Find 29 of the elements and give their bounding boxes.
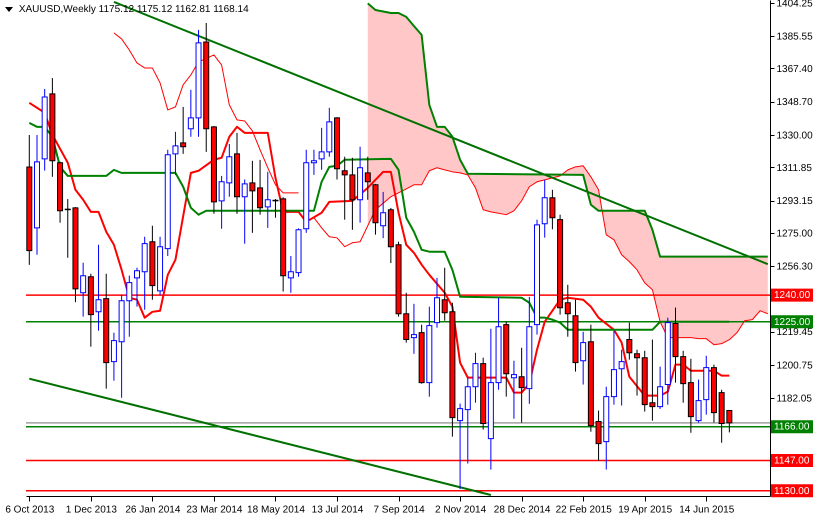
y-tick-label: 1275.00 <box>776 228 814 240</box>
y-tick-label: 1182.05 <box>776 394 812 405</box>
x-tick-label: 7 Sep 2014 <box>373 504 426 516</box>
x-tick-label: 2 Nov 2014 <box>435 504 487 516</box>
x-tick-label: 18 May 2014 <box>247 504 306 516</box>
y-tick-label: 1385.55 <box>776 32 814 43</box>
x-tick-label: 28 Dec 2014 <box>494 504 551 516</box>
chart-title: XAUUSD,Weekly 1175.12 1175.12 1162.81 1168.14 <box>18 4 250 15</box>
x-tick-label: 14 Jun 2015 <box>679 504 735 516</box>
x-tick-label: 22 Feb 2015 <box>556 504 612 516</box>
y-tick-label: 1256.30 <box>776 262 814 273</box>
ref-line-label: 1225.00 <box>774 316 811 328</box>
x-tick-label: 26 Jan 2014 <box>125 504 181 516</box>
ref-line-label: 1240.00 <box>774 290 811 302</box>
x-tick-label: 13 Jul 2014 <box>312 504 364 516</box>
y-tick-label: 1219.45 <box>776 327 814 338</box>
x-tick-label: 19 Apr 2015 <box>618 504 673 516</box>
y-tick-label: 1367.40 <box>776 64 814 75</box>
x-tick-label: 1 Dec 2013 <box>66 504 118 516</box>
ref-line-label: 1166.00 <box>774 422 810 433</box>
y-tick-label: 1200.75 <box>776 360 814 372</box>
ref-line-label: 1147.00 <box>774 456 810 467</box>
ref-line-label: 1130.00 <box>774 486 810 497</box>
y-tick-label: 1293.15 <box>776 196 814 208</box>
x-tick-label: 6 Oct 2013 <box>5 504 55 516</box>
y-tick-label: 1348.70 <box>776 97 814 108</box>
y-tick-label: 1330.00 <box>776 130 814 142</box>
x-tick-label: 23 Mar 2014 <box>186 504 243 516</box>
y-tick-label: 1311.85 <box>776 162 812 174</box>
